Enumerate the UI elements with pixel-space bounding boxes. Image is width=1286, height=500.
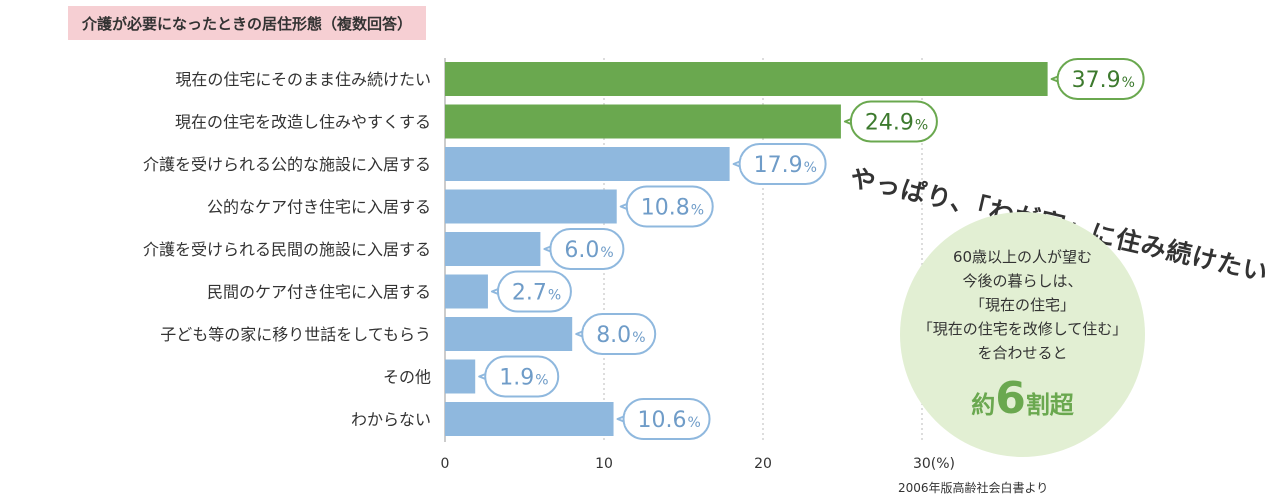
callout-highlight: 約6割超 xyxy=(971,373,1074,424)
callout-line: 「現在の住宅」 xyxy=(969,296,1075,314)
bar xyxy=(445,147,730,181)
bubble-joint xyxy=(584,327,591,341)
summary-callout: 60歳以上の人が望む 今後の暮らしは、 「現在の住宅」 「現在の住宅を改修して住… xyxy=(900,212,1145,457)
value-unit: % xyxy=(1122,75,1135,91)
bubble-joint xyxy=(487,369,494,384)
category-label: 子ども等の家に移り世話をしてもらう xyxy=(160,325,431,344)
bubble-joint xyxy=(741,157,748,171)
callout-prefix: 約 xyxy=(971,391,996,419)
category-label: わからない xyxy=(351,410,431,429)
bubble-joint xyxy=(625,412,632,426)
bubble-joint xyxy=(499,284,506,299)
category-label: 公的なケア付き住宅に入居する xyxy=(207,198,431,217)
bar xyxy=(445,402,614,436)
category-label: 民間のケア付き住宅に入居する xyxy=(207,283,431,302)
value-bubble xyxy=(738,143,827,185)
source-note: 2006年版高齢社会白書より xyxy=(898,481,1049,495)
value-bubble xyxy=(849,100,938,143)
callout-line: 60歳以上の人が望む xyxy=(952,248,1093,266)
x-tick-label: 0 xyxy=(441,456,450,472)
value-bubble xyxy=(625,185,714,228)
value-bubble xyxy=(496,270,572,313)
value-bubble xyxy=(1056,58,1145,100)
value-unit: % xyxy=(804,160,817,176)
value-unit: % xyxy=(915,118,928,134)
value-unit: % xyxy=(688,415,701,431)
bar xyxy=(445,189,617,224)
chart-title: 介護が必要になったときの居住形態（複数回答） xyxy=(68,6,427,40)
callout-line: 「現在の住宅を改修して住む」 xyxy=(917,320,1128,338)
value-bubble xyxy=(549,228,625,270)
value-unit: % xyxy=(535,373,548,389)
bar xyxy=(445,232,541,266)
callout-line: を合わせると xyxy=(977,344,1068,362)
value-unit: % xyxy=(600,245,613,261)
bar xyxy=(445,359,476,394)
bubble-joint xyxy=(628,199,635,214)
bubble-joint xyxy=(1059,72,1066,86)
x-tick-label: 10 xyxy=(595,456,613,472)
bar xyxy=(445,317,573,351)
bar xyxy=(445,104,841,139)
value-bubble xyxy=(622,398,711,440)
value-unit: % xyxy=(632,330,645,346)
bar xyxy=(445,274,488,309)
value-bubble xyxy=(484,355,560,398)
bubble-joint xyxy=(852,114,859,129)
x-tick-label: 20 xyxy=(754,456,772,472)
category-label: その他 xyxy=(383,368,431,387)
value-unit: % xyxy=(548,288,561,304)
bubble-joint xyxy=(552,242,559,256)
category-label: 介護を受けられる民間の施設に入居する xyxy=(143,240,431,259)
category-label: 現在の住宅にそのまま住み続けたい xyxy=(175,70,431,89)
category-label: 介護を受けられる公的な施設に入居する xyxy=(143,155,431,174)
callout-number: 6 xyxy=(995,373,1026,424)
bar xyxy=(445,62,1048,96)
category-label: 現在の住宅を改造し住みやすくする xyxy=(175,113,431,132)
value-bubble xyxy=(581,313,657,355)
value-unit: % xyxy=(691,203,704,219)
callout-line: 今後の暮らしは、 xyxy=(962,272,1083,290)
x-tick-label: 30(%) xyxy=(913,456,955,472)
callout-suffix: 割超 xyxy=(1025,391,1074,419)
